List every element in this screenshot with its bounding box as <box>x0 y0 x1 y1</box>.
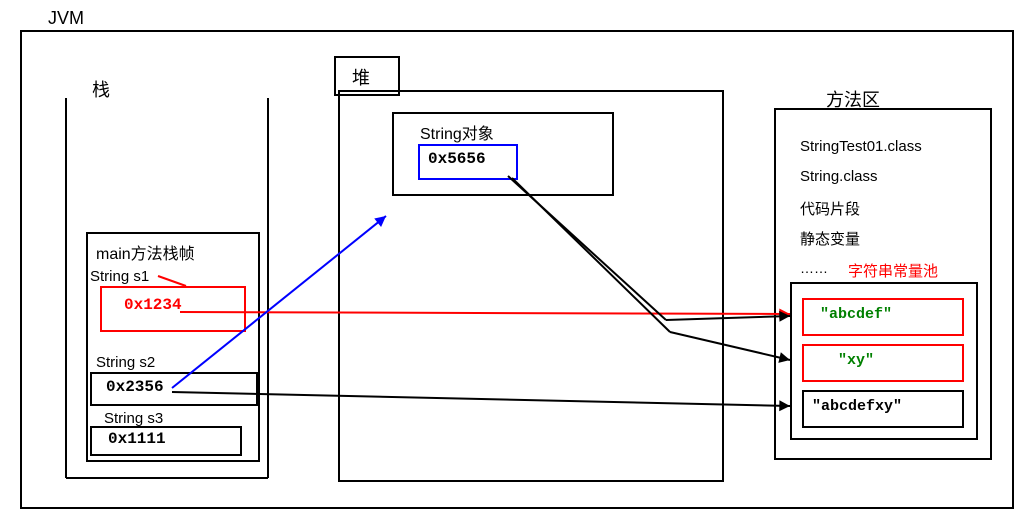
ma-line-1: StringTest01.class <box>800 138 922 155</box>
pool-c1-text: "abcdef" <box>820 306 892 323</box>
pool-c3-text: "abcdefxy" <box>812 398 902 415</box>
s2-value: 0x2356 <box>106 378 164 396</box>
s2-label: String s2 <box>96 354 155 371</box>
string-obj-value: 0x5656 <box>428 150 486 168</box>
stack-frame-title: main方法栈帧 <box>96 240 195 264</box>
pool-title: 字符串常量池 <box>848 260 938 281</box>
ma-line-2: String.class <box>800 168 878 185</box>
stack-title: 栈 <box>92 76 110 102</box>
s1-value: 0x1234 <box>124 296 182 314</box>
ma-line-3: 代码片段 <box>800 198 860 219</box>
ma-dots: …… <box>800 260 828 276</box>
pool-c2-text: "xy" <box>838 352 874 369</box>
s1-label: String s1 <box>90 268 149 285</box>
s3-label: String s3 <box>104 410 163 427</box>
pool-c2-box <box>802 344 964 382</box>
s3-value: 0x1111 <box>108 430 166 448</box>
jvm-label: JVM <box>48 8 84 29</box>
ma-line-4: 静态变量 <box>800 228 860 249</box>
heap-title: 堆 <box>352 64 370 90</box>
string-obj-title: String对象 <box>420 120 494 144</box>
